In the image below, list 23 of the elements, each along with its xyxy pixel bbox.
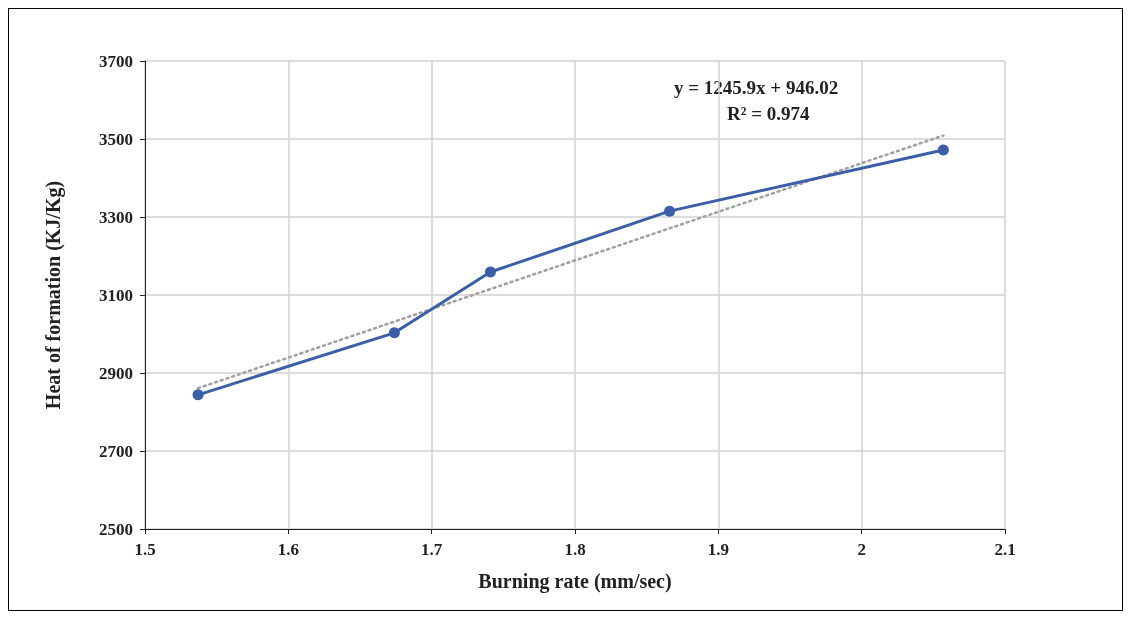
y-tick-label: 3700 bbox=[99, 51, 133, 71]
x-tick-label: 1.6 bbox=[277, 540, 299, 559]
point bbox=[192, 389, 204, 401]
annotation: R² = 0.974 bbox=[727, 103, 810, 124]
y-tick-label: 3500 bbox=[99, 129, 133, 149]
x-tick-label: 2 bbox=[857, 540, 866, 559]
x-tick-label: 1.9 bbox=[707, 540, 729, 559]
y-tick-label: 3300 bbox=[99, 207, 133, 227]
point bbox=[664, 205, 676, 217]
y-tick-label: 2900 bbox=[99, 363, 133, 383]
point bbox=[484, 266, 496, 278]
y-tick-label: 2500 bbox=[99, 519, 133, 539]
x-tick-label: 1.7 bbox=[421, 540, 443, 559]
x-tick-label: 1.8 bbox=[564, 540, 586, 559]
x-axis-title: Burning rate (mm/sec) bbox=[478, 570, 672, 593]
y-axis-title: Heat of formation (KJ/Kg) bbox=[42, 180, 65, 410]
point bbox=[937, 144, 949, 156]
y-tick-label: 3100 bbox=[99, 285, 133, 305]
x-tick-label: 2.1 bbox=[994, 540, 1016, 559]
x-tick-label: 1.5 bbox=[134, 540, 156, 559]
annotation: y = 1245.9x + 946.02 bbox=[674, 77, 839, 98]
point bbox=[388, 327, 400, 339]
y-tick-label: 2700 bbox=[99, 441, 133, 461]
